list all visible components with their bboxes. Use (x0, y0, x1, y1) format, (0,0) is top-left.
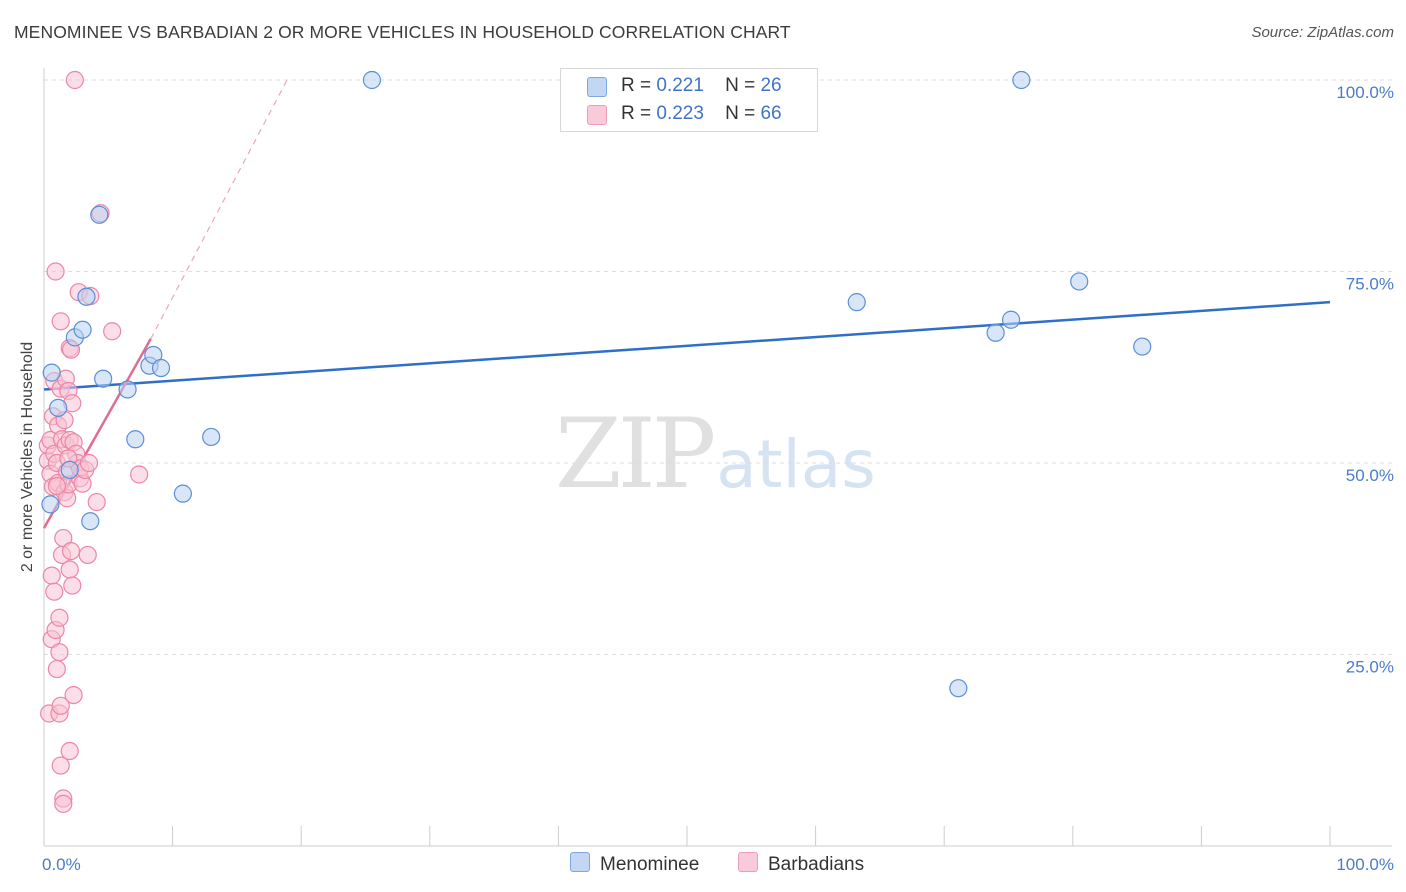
data-point (46, 262, 65, 281)
stats-legend: R = 0.221 N = 26 R = 0.223 N = 66 (560, 68, 818, 132)
series-legend-menominee: Menominee (570, 852, 699, 876)
data-point (77, 287, 96, 306)
trend-lines (42, 79, 1331, 529)
watermark-zip: ZIP (555, 398, 716, 510)
series-swatch-barbadians (738, 852, 758, 872)
data-point (1012, 70, 1031, 90)
data-point (130, 465, 149, 484)
data-point (47, 476, 66, 496)
data-point (1133, 337, 1152, 356)
data-point (51, 756, 70, 775)
data-point (173, 484, 192, 503)
gridlines (44, 79, 1392, 655)
data-point (42, 566, 61, 585)
data-point (49, 398, 68, 417)
data-point (151, 358, 171, 378)
legend-r-value: 0.223 (656, 103, 704, 124)
legend-n-label: N = (725, 75, 756, 96)
data-point (78, 545, 97, 565)
data-point (202, 427, 221, 447)
data-point (94, 369, 113, 388)
legend-swatch-barbadians (587, 105, 607, 125)
data-point (949, 679, 968, 698)
source-credit: Source: ZipAtlas.com (1251, 24, 1394, 41)
data-point (61, 541, 81, 561)
data-point (54, 794, 73, 813)
data-point (51, 312, 70, 331)
series-label-menominee: Menominee (600, 854, 700, 875)
watermark: ZIPatlas (555, 398, 876, 510)
data-points (38, 70, 1152, 813)
data-point (65, 70, 84, 90)
data-point (60, 560, 79, 579)
data-point (45, 582, 64, 601)
data-point (847, 293, 866, 312)
legend-r-label: R = (621, 75, 652, 96)
tick-labels: 25.0% 50.0% 75.0% 100.0% 0.0% 100.0% (42, 83, 1394, 874)
data-point (1001, 310, 1021, 329)
data-point (60, 460, 79, 479)
data-point (103, 322, 122, 341)
y-tick-label: 75.0% (1346, 275, 1394, 294)
data-point (986, 323, 1005, 342)
legend-n-value: 26 (760, 75, 782, 96)
trend-line (43, 300, 1331, 391)
data-point (50, 643, 69, 662)
legend-n-value: 66 (760, 103, 782, 124)
x-tick-label: 100.0% (1336, 855, 1394, 874)
legend-r-value: 0.221 (656, 75, 704, 96)
trend-line-extension (150, 79, 288, 340)
series-legend-barbadians: Barbadians (738, 852, 864, 876)
legend-r-label: R = (621, 103, 652, 124)
data-point (63, 576, 82, 595)
data-point (1070, 272, 1089, 291)
y-tick-label: 50.0% (1346, 466, 1394, 485)
data-point (60, 741, 79, 761)
data-point (73, 320, 92, 339)
series-label-barbadians: Barbadians (768, 854, 865, 875)
data-point (42, 363, 61, 382)
y-tick-label: 25.0% (1346, 658, 1394, 677)
data-point (90, 205, 109, 224)
data-point (47, 659, 66, 679)
y-tick-label: 100.0% (1336, 83, 1394, 102)
series-swatch-menominee (570, 852, 590, 872)
chart-title: MENOMINEE VS BARBADIAN 2 OR MORE VEHICLE… (14, 22, 791, 42)
legend-swatch-menominee (587, 77, 607, 97)
legend-n-label: N = (725, 103, 756, 124)
data-point (79, 453, 99, 473)
watermark-atlas: atlas (716, 426, 876, 503)
data-point (51, 696, 70, 715)
data-point (87, 492, 106, 512)
data-point (126, 430, 145, 449)
axes (43, 68, 1392, 847)
data-point (50, 608, 69, 627)
data-point (64, 685, 83, 705)
data-point (81, 512, 100, 531)
data-point (41, 495, 60, 514)
data-point (118, 380, 137, 399)
data-point (362, 70, 382, 90)
x-tick-label: 0.0% (42, 855, 81, 874)
